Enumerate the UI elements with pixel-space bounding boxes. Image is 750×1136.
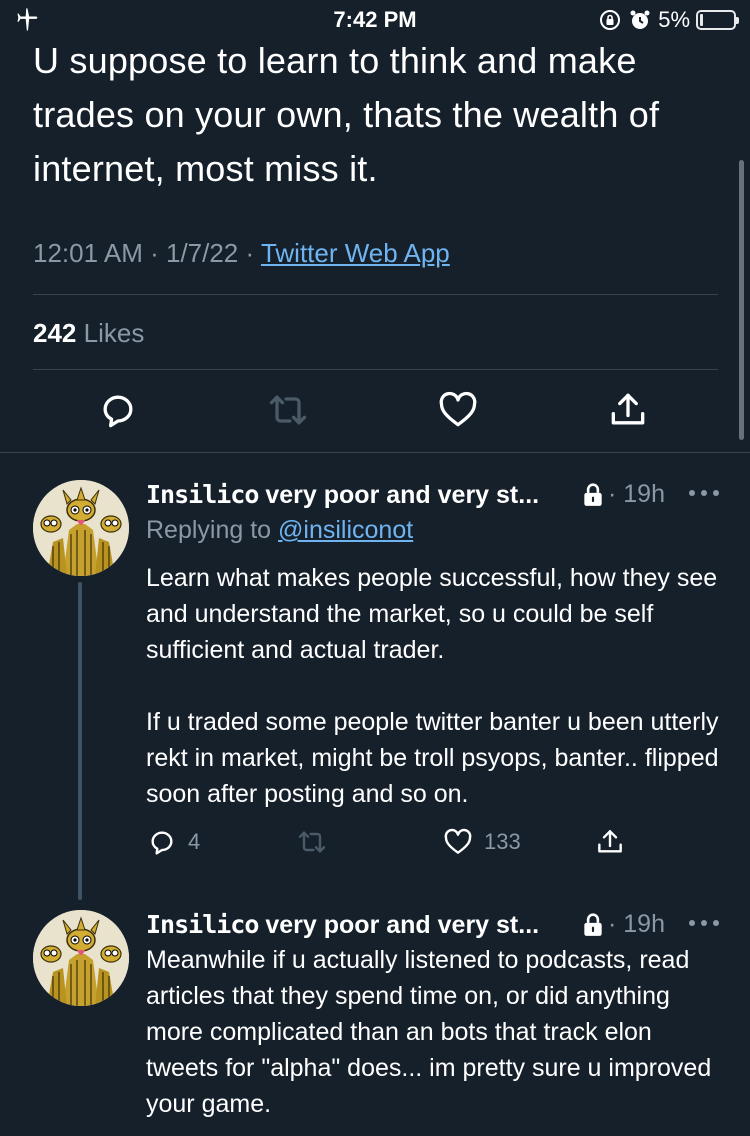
- likes-summary[interactable]: 242 Likes: [33, 318, 144, 349]
- reply-time: · 19h: [608, 910, 665, 938]
- reply-paragraph: Learn what makes people successful, how …: [146, 564, 718, 664]
- likes-label: Likes: [83, 318, 145, 348]
- battery-percent: 5%: [658, 7, 690, 32]
- reply-author-name[interactable]: Insilico very poor and very st...: [146, 480, 540, 509]
- reply-body: Learn what makes people successful, how …: [146, 560, 726, 812]
- main-tweet-text: U suppose to learn to think and make tra…: [33, 40, 660, 189]
- retweet-icon[interactable]: [266, 388, 310, 432]
- lock-icon: [584, 913, 602, 936]
- reply-paragraph: Meanwhile if u actually listened to podc…: [146, 946, 712, 1118]
- divider: [33, 294, 718, 295]
- share-icon: [598, 830, 622, 853]
- replying-handle-link[interactable]: @insiliconot: [278, 516, 414, 544]
- orientation-lock-icon: [600, 10, 621, 30]
- avatar[interactable]: [33, 480, 129, 576]
- main-tweet-time: 12:01 AM: [33, 238, 143, 268]
- reply-body: Meanwhile if u actually listened to podc…: [146, 942, 726, 1122]
- replying-to: Replying to @insiliconot: [146, 516, 414, 544]
- more-icon[interactable]: [684, 478, 724, 508]
- avatar-image: [33, 480, 129, 576]
- avatar[interactable]: [33, 910, 129, 1006]
- reply-actions: 4 133: [146, 822, 706, 862]
- reply-icon: [151, 831, 173, 855]
- retweet-button[interactable]: [296, 822, 328, 862]
- status-bar: 7:42 PM 5%: [0, 0, 750, 40]
- main-tweet-meta: 12:01 AM · 1/7/22 · Twitter Web App: [33, 238, 450, 268]
- reply-tweet[interactable]: Insilico very poor and very st... · 19h …: [0, 908, 750, 1136]
- section-divider: [0, 452, 750, 453]
- share-button[interactable]: [594, 822, 626, 862]
- thread-line: [78, 582, 82, 900]
- reply-tweet[interactable]: Insilico very poor and very st... · 19h …: [0, 478, 750, 878]
- retweet-icon: [298, 831, 326, 853]
- divider: [33, 369, 718, 370]
- reply-time: · 19h: [608, 480, 665, 508]
- avatar-image: [33, 910, 129, 1006]
- battery-icon: [696, 10, 739, 30]
- like-button[interactable]: 133: [442, 822, 521, 862]
- lock-icon: [584, 483, 602, 506]
- main-tweet-actions: [0, 388, 750, 438]
- more-icon[interactable]: [684, 908, 724, 938]
- alarm-icon: [630, 10, 650, 29]
- share-icon[interactable]: [606, 388, 650, 432]
- airplane-icon: [17, 8, 38, 31]
- likes-count: 242: [33, 318, 77, 348]
- like-count: 133: [484, 829, 521, 854]
- reply-header: Insilico very poor and very st... · 19h: [146, 478, 726, 514]
- reply-button[interactable]: 4: [146, 822, 200, 862]
- reply-count: 4: [188, 829, 201, 854]
- status-time: 7:42 PM: [333, 7, 417, 32]
- main-tweet-date: 1/7/22: [165, 238, 239, 268]
- reply-author-name[interactable]: Insilico very poor and very st...: [146, 910, 540, 939]
- scrollbar[interactable]: [739, 160, 744, 440]
- reply-header: Insilico very poor and very st... · 19h: [146, 908, 726, 944]
- reply-icon[interactable]: [96, 388, 140, 432]
- like-icon: [444, 828, 472, 854]
- main-tweet-source-link[interactable]: Twitter Web App: [260, 238, 450, 268]
- reply-paragraph: If u traded some people twitter banter u…: [146, 708, 719, 808]
- like-icon[interactable]: [436, 388, 480, 432]
